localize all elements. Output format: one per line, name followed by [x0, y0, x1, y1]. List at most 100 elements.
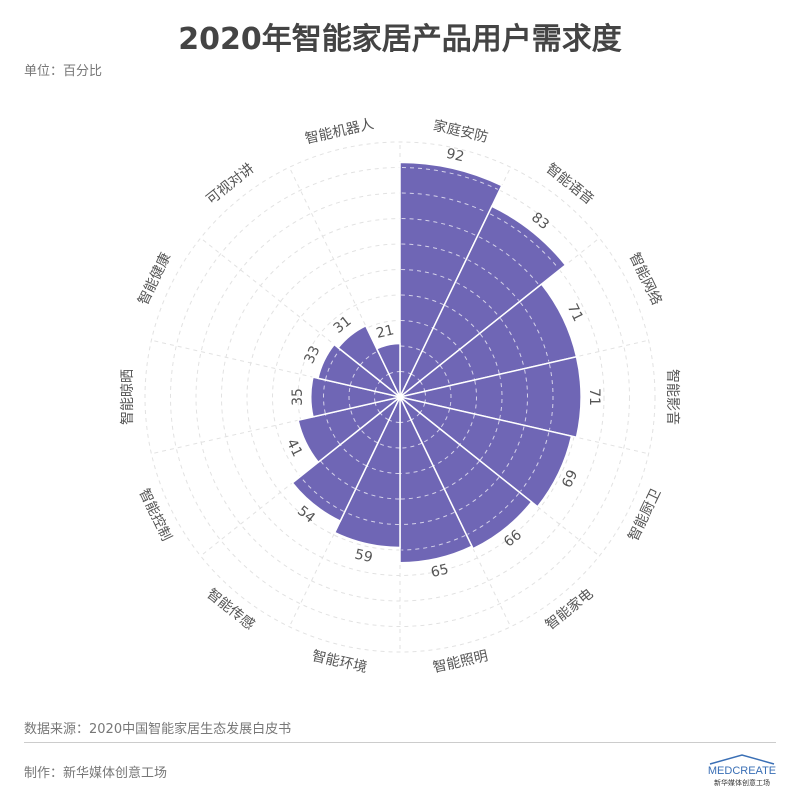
bar-grid-ring [499, 375, 503, 419]
value-label: 59 [353, 547, 374, 567]
bar-grid-ring [401, 534, 466, 551]
bar-grid-ring [456, 282, 500, 317]
bar-grid-ring [439, 365, 451, 386]
bar-grid-ring [424, 391, 426, 403]
value-label: 41 [283, 437, 305, 460]
category-label: 智能照明 [431, 648, 489, 676]
bar-grid-ring [388, 419, 400, 423]
bar-grid-ring [433, 327, 460, 350]
value-label: 66 [501, 527, 525, 551]
category-label: 家庭安防 [431, 117, 489, 146]
value-label: 92 [445, 146, 466, 166]
unit-label: 单位：百分比 [24, 64, 103, 79]
source-note: 数据来源：2020中国智能家居生态发展白皮书 [24, 722, 292, 737]
category-label: 智能语音 [543, 160, 597, 208]
bar-grid-ring [444, 305, 480, 334]
bar-grid-ring [349, 408, 361, 429]
value-label: 65 [429, 561, 450, 581]
bar-grid-ring [323, 380, 326, 414]
bar-grid-ring [360, 350, 378, 366]
bar-grid-ring [479, 333, 500, 374]
bar-grid-ring [356, 488, 400, 500]
category-label: 智能控制 [136, 486, 175, 543]
grid-ring [144, 141, 656, 653]
bar-grid-ring [374, 380, 381, 392]
bar-grid-ring [489, 213, 559, 269]
bar-智能晾晒 [310, 376, 401, 418]
value-label: 71 [564, 301, 586, 324]
bar-grid-ring [400, 345, 422, 352]
bar-grid-ring [401, 167, 498, 190]
bar-grid-ring [349, 365, 361, 386]
bar-grid-ring [345, 511, 399, 525]
bar-智能控制 [297, 396, 401, 464]
bar-grid-ring [400, 465, 433, 474]
category-label: 智能晾晒 [120, 369, 136, 425]
bar-grid-ring [439, 408, 451, 429]
value-label: 31 [331, 313, 355, 337]
bar-grid-ring [400, 320, 433, 329]
bar-grid-ring [374, 391, 376, 403]
bar-智能照明 [399, 396, 473, 564]
bar-grid-ring [548, 364, 554, 430]
bar-grid-ring [467, 259, 520, 301]
bar-智能机器人 [375, 342, 401, 398]
bar-grid-ring [374, 402, 381, 414]
bar-grid-ring [449, 385, 452, 409]
value-label: 69 [559, 467, 581, 490]
bar-智能家电 [399, 396, 533, 550]
bar-grid-ring [325, 414, 341, 445]
bar-grid-ring [300, 477, 344, 512]
bar-grid-ring [400, 442, 422, 449]
bar-grid-ring [340, 444, 367, 467]
divider [24, 742, 776, 743]
bar-grid-ring [400, 488, 444, 500]
value-label: 33 [301, 343, 323, 366]
bar-可视对讲 [337, 324, 401, 398]
bar-grid-ring [401, 511, 455, 525]
bar-grid-ring [400, 419, 412, 423]
category-label: 智能家电 [542, 585, 596, 633]
bar-grid-ring [379, 412, 389, 421]
bar-grid-ring [520, 302, 550, 362]
bar-grid-ring [401, 269, 455, 283]
bar-grid-ring [379, 373, 389, 382]
bar-grid-ring [360, 428, 378, 444]
svg-text:新华媒体创意工场: 新华媒体创意工场 [714, 778, 770, 787]
category-label: 智能机器人 [304, 116, 376, 147]
bar-grid-ring [401, 243, 466, 260]
category-label: 智能影音 [664, 369, 681, 425]
bar-grid-ring [388, 371, 400, 375]
bar-grid-ring [411, 412, 421, 421]
bar-grid-ring [401, 192, 488, 213]
bar-grid-ring [320, 460, 356, 489]
bar-grid-ring [474, 380, 477, 414]
bar-grid-ring [499, 426, 525, 476]
bar-grid-ring [400, 371, 412, 375]
bar-grid-ring [419, 402, 426, 414]
svg-text:MEDCREATE: MEDCREATE [708, 765, 776, 777]
bar-智能影音 [399, 355, 582, 439]
value-label: 35 [290, 388, 306, 406]
bar-grid-ring [325, 349, 341, 380]
category-label: 智能传感 [204, 585, 258, 633]
bar-grid-ring [520, 432, 550, 492]
value-label: 21 [375, 322, 396, 342]
bar-grid-ring [456, 477, 500, 512]
bar-智能传感 [291, 396, 401, 523]
bar-智能环境 [333, 396, 401, 549]
bar-grid-ring [411, 373, 421, 382]
bar-grid-ring [444, 460, 480, 489]
bar-grid-ring [499, 318, 525, 368]
chart-title: 2020年智能家居产品用户需求度 [178, 22, 622, 57]
bar-智能语音 [399, 205, 567, 398]
category-label: 智能网络 [626, 250, 665, 307]
value-label: 71 [586, 388, 602, 406]
bar-grid-ring [433, 444, 460, 467]
category-label: 智能环境 [310, 648, 368, 676]
category-label: 智能厨卫 [626, 486, 665, 543]
value-label: 54 [294, 503, 318, 527]
maker-note: 制作：新华媒体创意工场 [24, 766, 168, 781]
